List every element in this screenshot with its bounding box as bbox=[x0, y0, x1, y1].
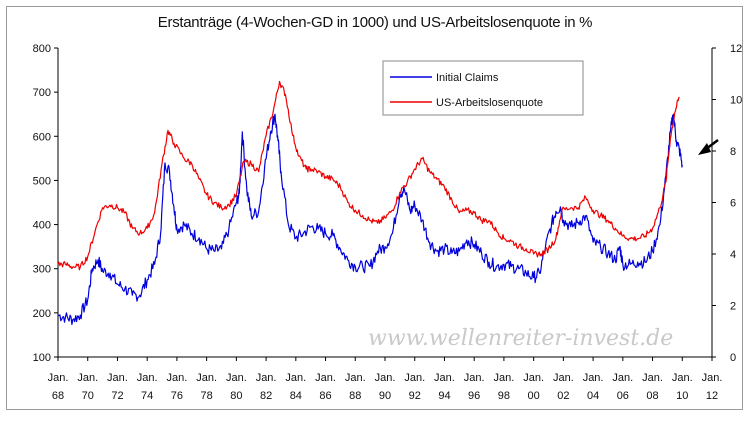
y-left-tick-label: 200 bbox=[33, 308, 51, 320]
y-right-tick-label: 10 bbox=[730, 95, 742, 107]
x-tick-label-month: Jan. bbox=[196, 372, 217, 384]
y-right-tick-label: 4 bbox=[730, 249, 736, 261]
y-left-tick-label: 700 bbox=[33, 87, 51, 99]
x-tick-label-year: 80 bbox=[230, 390, 242, 402]
y-right-tick-label: 12 bbox=[730, 43, 742, 55]
x-tick-label-month: Jan. bbox=[464, 372, 485, 384]
x-tick-label-year: 08 bbox=[646, 390, 658, 402]
x-tick-label-year: 90 bbox=[379, 390, 391, 402]
x-tick-label-year: 82 bbox=[260, 390, 272, 402]
x-tick-label-year: 00 bbox=[528, 390, 540, 402]
y-right-tick-label: 2 bbox=[730, 301, 736, 313]
x-tick-label-year: 94 bbox=[438, 390, 450, 402]
legend-box bbox=[382, 60, 584, 116]
y-left-tick-label: 100 bbox=[33, 352, 51, 364]
y-right-tick-label: 6 bbox=[730, 198, 736, 210]
legend-label-unemployment: US-Arbeitslosenquote bbox=[436, 97, 543, 109]
x-tick-label-month: Jan. bbox=[315, 372, 336, 384]
x-tick-label-month: Jan. bbox=[612, 372, 633, 384]
x-tick-label-year: 74 bbox=[141, 390, 153, 402]
x-tick-label-year: 76 bbox=[171, 390, 183, 402]
series-line-1 bbox=[57, 80, 680, 271]
x-tick-label-year: 96 bbox=[468, 390, 480, 402]
x-tick-label-year: 88 bbox=[349, 390, 361, 402]
x-tick-label-year: 84 bbox=[290, 390, 302, 402]
x-tick-label-year: 10 bbox=[676, 390, 688, 402]
x-tick-label-month: Jan. bbox=[642, 372, 663, 384]
arrow-annotation-icon bbox=[698, 139, 719, 155]
legend: Initial Claims US-Arbeitslosenquote bbox=[382, 60, 584, 116]
x-tick-label-year: 04 bbox=[587, 390, 599, 402]
x-tick-label-year: 02 bbox=[557, 390, 569, 402]
x-tick-label-month: Jan. bbox=[583, 372, 604, 384]
x-tick-label-year: 98 bbox=[498, 390, 510, 402]
x-tick-label-month: Jan. bbox=[553, 372, 574, 384]
x-tick-label-year: 92 bbox=[409, 390, 421, 402]
x-tick-label-month: Jan. bbox=[107, 372, 128, 384]
x-tick-label-year: 06 bbox=[617, 390, 629, 402]
x-tick-label-month: Jan. bbox=[404, 372, 425, 384]
y-left-tick-label: 600 bbox=[33, 131, 51, 143]
x-tick-label-year: 72 bbox=[111, 390, 123, 402]
y-left-tick-label: 800 bbox=[33, 43, 51, 55]
x-tick-label-month: Jan. bbox=[226, 372, 247, 384]
chart-title: Erstanträge (4-Wochen-GD in 1000) und US… bbox=[157, 14, 593, 31]
y-left-tick-label: 500 bbox=[33, 175, 51, 187]
x-tick-label-month: Jan. bbox=[167, 372, 188, 384]
y-left-tick-label: 300 bbox=[33, 264, 51, 276]
x-tick-label-year: 78 bbox=[201, 390, 213, 402]
axes: 100200300400500600700800024681012Jan.68J… bbox=[33, 43, 743, 402]
x-tick-label-month: Jan. bbox=[434, 372, 455, 384]
y-left-tick-label: 400 bbox=[33, 220, 51, 232]
series-group bbox=[57, 80, 683, 325]
chart-frame bbox=[6, 6, 743, 410]
x-tick-label-year: 68 bbox=[52, 390, 64, 402]
x-tick-label-month: Jan. bbox=[702, 372, 723, 384]
watermark: www.wellenreiter-invest.de bbox=[368, 326, 673, 351]
y-right-tick-label: 0 bbox=[730, 352, 736, 364]
x-tick-label-month: Jan. bbox=[375, 372, 396, 384]
x-tick-label-year: 86 bbox=[319, 390, 331, 402]
x-tick-label-year: 12 bbox=[706, 390, 718, 402]
x-tick-label-month: Jan. bbox=[672, 372, 693, 384]
x-tick-label-month: Jan. bbox=[494, 372, 515, 384]
x-tick-label-month: Jan. bbox=[523, 372, 544, 384]
series-line-0 bbox=[57, 113, 683, 325]
x-tick-label-month: Jan. bbox=[48, 372, 69, 384]
x-tick-label-month: Jan. bbox=[77, 372, 98, 384]
x-tick-label-month: Jan. bbox=[285, 372, 306, 384]
x-tick-label-month: Jan. bbox=[256, 372, 277, 384]
legend-label-claims: Initial Claims bbox=[436, 72, 499, 84]
x-tick-label-year: 70 bbox=[82, 390, 94, 402]
y-right-tick-label: 8 bbox=[730, 146, 736, 158]
x-tick-label-month: Jan. bbox=[345, 372, 366, 384]
x-tick-label-month: Jan. bbox=[137, 372, 158, 384]
